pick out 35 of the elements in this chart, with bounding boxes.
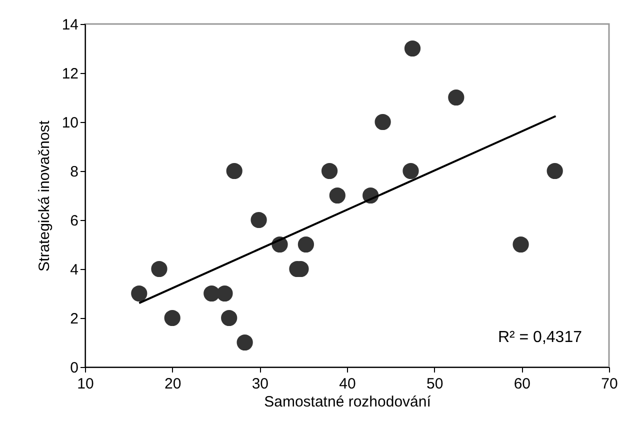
point <box>298 236 314 253</box>
point <box>151 260 168 278</box>
y-tick-label: 0 <box>70 360 78 376</box>
y-tick-label: 6 <box>70 212 78 230</box>
point <box>250 212 267 228</box>
point <box>402 162 419 180</box>
x-tick-label: 50 <box>426 376 444 392</box>
point <box>512 236 529 253</box>
point <box>131 285 148 302</box>
y-tick-label: 14 <box>62 16 78 34</box>
x-axis-title: Samostatné rozhodování <box>264 394 432 410</box>
annotation: R² = 0,4317 <box>498 329 582 346</box>
point <box>546 162 563 180</box>
point <box>216 285 233 302</box>
y-tick-label: 12 <box>62 66 78 82</box>
x-tick-label: 30 <box>252 376 269 392</box>
y-tick-label: 10 <box>62 114 78 132</box>
y-tick-label: 8 <box>70 164 78 180</box>
point <box>204 285 220 302</box>
x-tick-label: 20 <box>164 376 182 392</box>
point <box>448 89 464 106</box>
point <box>321 162 338 180</box>
y-tick-label: 2 <box>70 310 78 328</box>
x-tick-label: 40 <box>339 376 356 392</box>
point <box>226 162 242 180</box>
y-tick-label: 4 <box>70 262 78 278</box>
point <box>374 114 391 130</box>
point <box>164 310 180 326</box>
point <box>236 334 253 351</box>
point <box>404 40 421 57</box>
point <box>329 187 346 204</box>
x-tick-label: 60 <box>514 376 531 392</box>
x-tick-label: 70 <box>601 376 618 392</box>
point <box>221 310 238 326</box>
y-axis-title: Strategická inovačnost <box>36 120 53 272</box>
